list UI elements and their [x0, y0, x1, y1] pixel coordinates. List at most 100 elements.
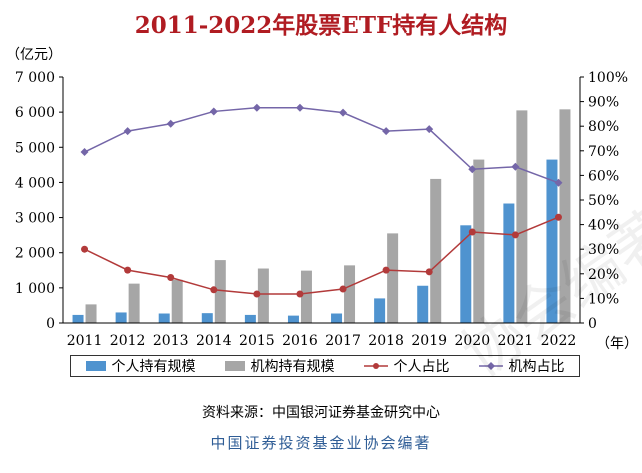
footer-credit: 中国证券投资基金业协会编著 [210, 434, 432, 452]
individual-share-swatch [363, 363, 388, 369]
left-tick-label: 4 000 [15, 175, 55, 191]
chart-title: 2011-2022年股票ETF持有人结构 [134, 12, 508, 39]
left-tick-label: 3 000 [15, 211, 55, 227]
individual-scale-bar [503, 203, 515, 323]
x-tick-label: 2019 [411, 333, 447, 349]
x-tick-label: 2011 [67, 333, 103, 349]
institution-scale-bar [171, 279, 183, 323]
combo-chart: 0 1 000 2 000 3 000 4 000 5 000 6 000 7 000 0 10%… [15, 70, 628, 349]
x-tick-label: 2016 [282, 333, 318, 349]
individual-share-point [339, 285, 347, 293]
left-tick-label: 2 000 [15, 246, 55, 262]
individual-scale-bar [417, 285, 429, 323]
individual-share-point [296, 290, 304, 298]
institution-share-swatch [478, 362, 503, 370]
individual-scale-bar [546, 159, 558, 323]
right-tick-label: 20% [588, 267, 619, 283]
individual-share-point [425, 268, 433, 276]
legend-individual-share-label: 个人占比 [393, 359, 450, 375]
right-tick-label: 60% [588, 168, 619, 184]
institution-share-point [295, 103, 304, 112]
legend-institution-share: 机构占比 [478, 356, 565, 376]
right-tick-label: 80% [588, 119, 619, 135]
institution-share-point [382, 127, 391, 136]
individual-scale-bar [201, 313, 213, 323]
institution-share-point [209, 107, 218, 116]
left-tick-label: 5 000 [15, 140, 55, 156]
x-tick-label: 2012 [110, 333, 146, 349]
right-tick-label: 70% [588, 144, 619, 160]
x-tick-label: 2020 [454, 333, 490, 349]
institution-scale-bar [516, 110, 528, 323]
institution-share-line [84, 107, 559, 184]
institution-scale-bar [430, 178, 442, 323]
source-note: 资料来源：中国银河证券基金研究中心 [202, 405, 440, 421]
right-tick-label: 40% [588, 218, 619, 234]
individual-scale-bar [374, 298, 386, 323]
individual-share-point [124, 266, 132, 274]
individual-scale-bar [460, 225, 472, 323]
institution-scale-bar [300, 270, 312, 323]
institution-share-point [166, 119, 175, 128]
individual-share-point [253, 290, 261, 298]
individual-scale-bar [72, 314, 84, 323]
individual-share-point [554, 213, 562, 221]
x-tick-label: 2017 [325, 333, 361, 349]
institution-scale-bar [128, 283, 140, 323]
institution-share-point [252, 103, 261, 112]
right-tick-label: 30% [588, 242, 619, 258]
x-tick-label: 2015 [239, 333, 275, 349]
institution-share-point [554, 178, 563, 187]
left-tick-label: 7 000 [15, 70, 55, 86]
left-tick-label: 6 000 [15, 105, 55, 121]
individual-scale-swatch [85, 361, 106, 371]
individual-scale-bar [287, 315, 299, 323]
individual-share-point [511, 231, 519, 239]
institution-share-point [80, 148, 89, 157]
individual-scale-bar [244, 314, 256, 323]
institution-scale-bar [344, 265, 356, 323]
legend-institution-scale-label: 机构持有规模 [250, 359, 335, 375]
individual-scale-bar [158, 313, 170, 323]
x-tick-label: 2022 [541, 333, 577, 349]
left-axis-unit: （亿元） [6, 47, 62, 63]
institution-scale-bar [559, 109, 571, 324]
x-tick-label: 2014 [196, 333, 232, 349]
right-tick-label: 50% [588, 193, 619, 209]
right-tick-label: 100% [588, 70, 628, 86]
individual-share-point [81, 245, 89, 253]
legend-individual-share: 个人占比 [363, 356, 450, 376]
institution-share-point [123, 127, 132, 136]
left-tick-label: 0 [46, 316, 55, 332]
institution-scale-bar [473, 159, 485, 323]
x-tick-label: 2021 [498, 333, 534, 349]
institution-share-point [339, 108, 348, 117]
legend-individual-scale-label: 个人持有规模 [111, 359, 196, 375]
individual-share-line [84, 216, 559, 295]
right-tick-label: 0 [588, 316, 597, 332]
institution-scale-bar [387, 233, 399, 323]
legend-individual-scale: 个人持有规模 [85, 356, 196, 376]
institution-scale-swatch [224, 361, 245, 371]
individual-share-point [210, 286, 218, 294]
institution-scale-bar [85, 304, 97, 323]
legend-institution-scale: 机构持有规模 [224, 356, 335, 376]
institution-share-point [425, 125, 434, 134]
x-tick-label: 2013 [153, 333, 189, 349]
institution-share-point [511, 162, 520, 171]
x-tick-label: 2018 [368, 333, 404, 349]
left-tick-label: 1 000 [15, 281, 55, 297]
right-tick-label: 90% [588, 95, 619, 111]
individual-share-point [382, 266, 390, 274]
right-tick-label: 10% [588, 291, 619, 307]
chart-legend: 个人持有规模 机构持有规模 个人占比 机构占比 [70, 355, 580, 377]
individual-share-point [167, 273, 175, 281]
institution-scale-bar [214, 260, 226, 323]
right-axis-unit: （年） [596, 336, 638, 352]
institution-share-point [468, 165, 477, 174]
individual-share-point [468, 228, 476, 236]
institution-scale-bar [257, 268, 269, 323]
individual-scale-bar [331, 313, 343, 323]
legend-institution-share-label: 机构占比 [508, 359, 565, 375]
individual-scale-bar [115, 312, 127, 323]
